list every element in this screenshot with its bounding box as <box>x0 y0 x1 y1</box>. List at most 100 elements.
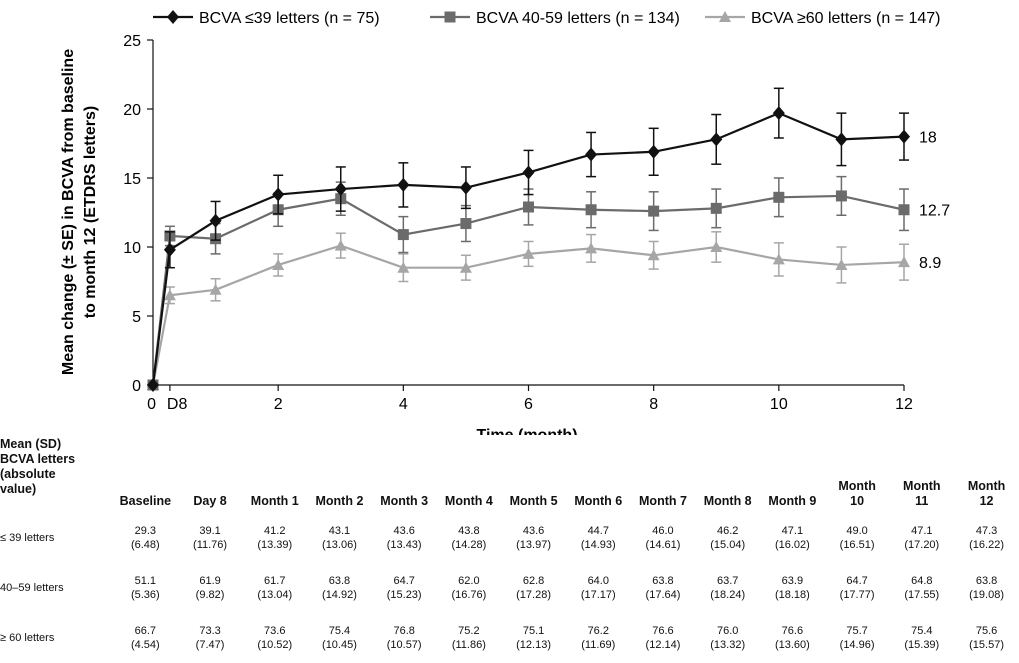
cell-mean: 62.8 <box>522 575 545 587</box>
legend-label: BCVA ≤39 letters (n = 75) <box>199 10 380 27</box>
cell-mean: 66.7 <box>134 625 157 637</box>
cell-sd: (14.93) <box>580 539 616 551</box>
legend-item: BCVA ≥60 letters (n = 147) <box>705 10 940 27</box>
column-header-line: Month 8 <box>703 494 752 508</box>
legend-item: BCVA ≤39 letters (n = 75) <box>153 10 380 27</box>
cell-sd: (17.77) <box>839 589 875 601</box>
cell-mean: 63.7 <box>716 575 739 587</box>
cell-sd: (4.54) <box>130 639 160 651</box>
row-header-line: Mean (SD) <box>0 437 62 451</box>
table-cell: 61.9 (9.82) <box>178 563 243 613</box>
column-header-line: Month 2 <box>315 494 364 508</box>
x-tick-label: 12 <box>895 396 913 413</box>
series-group: 8.9 <box>147 231 941 390</box>
table-cell: 49.0 (16.51) <box>825 513 890 563</box>
diamond-marker <box>710 132 723 147</box>
table-row-header: Mean (SD) BCVA letters (absolute value) <box>0 435 113 513</box>
column-header-line: 11 <box>915 494 929 508</box>
cell-sd: (16.51) <box>839 539 875 551</box>
cell-sd: (17.64) <box>645 589 681 601</box>
cell-mean: 43.8 <box>458 525 480 537</box>
column-header-line: Baseline <box>119 494 172 508</box>
table-cell: 75.4 (10.45) <box>307 613 372 663</box>
cell-mean: 43.6 <box>393 525 415 537</box>
cell-mean: 49.0 <box>846 525 868 537</box>
table-cell: 63.8 (19.08) <box>954 563 1019 613</box>
cell-mean: 64.0 <box>587 575 609 587</box>
square-marker <box>460 218 472 230</box>
table-cell: 39.1 (11.76) <box>178 513 243 563</box>
end-value-label: 18 <box>919 130 937 147</box>
diamond-marker <box>772 106 785 121</box>
cell-mean: 47.1 <box>911 525 933 537</box>
legend-label: BCVA ≥60 letters (n = 147) <box>751 10 940 27</box>
cell-mean: 46.0 <box>652 525 674 537</box>
cell-mean: 75.2 <box>458 625 480 637</box>
row-label: 40–59 letters <box>0 582 64 594</box>
legend-label: BCVA 40-59 letters (n = 134) <box>476 10 680 27</box>
table-cell: 75.1 (12.13) <box>501 613 566 663</box>
series-group: 18 <box>147 87 937 392</box>
column-header: Month 10 <box>825 435 890 513</box>
square-marker <box>835 190 847 202</box>
diamond-marker <box>163 242 176 257</box>
cell-mean: 75.7 <box>846 625 868 637</box>
cell-sd: (15.39) <box>904 639 940 651</box>
triangle-marker <box>334 239 347 251</box>
column-header-line: Month 5 <box>509 494 558 508</box>
cell-sd: (10.52) <box>257 639 293 651</box>
table-cell: 41.2 (13.39) <box>242 513 307 563</box>
column-header: Month 8 <box>695 435 760 513</box>
line-chart: BCVA ≤39 letters (n = 75) BCVA 40-59 lett… <box>60 10 950 435</box>
triangle-marker <box>772 253 785 265</box>
cell-mean: 44.7 <box>587 525 609 537</box>
cell-mean: 76.0 <box>716 625 739 637</box>
table-cell: 63.9 (18.18) <box>760 563 825 613</box>
cell-mean: 61.7 <box>264 575 286 587</box>
square-marker <box>710 202 722 214</box>
y-tick-label: 20 <box>123 102 141 119</box>
diamond-marker <box>272 187 285 202</box>
cell-mean: 47.1 <box>781 525 804 537</box>
table-cell: 64.7 (15.23) <box>372 563 437 613</box>
x-tick-label: D8 <box>167 396 188 413</box>
triangle-marker <box>835 258 848 270</box>
column-header: Month 1 <box>242 435 307 513</box>
y-tick-label: 10 <box>123 240 141 257</box>
cell-sd: (13.43) <box>386 539 422 551</box>
column-header-line: Month 7 <box>639 494 687 508</box>
series-line <box>151 111 905 386</box>
square-marker <box>648 205 660 217</box>
table-cell: 46.0 (14.61) <box>631 513 696 563</box>
table-cell: 64.7 (17.77) <box>825 563 890 613</box>
column-header-line: Month <box>903 479 941 493</box>
cell-mean: 75.4 <box>911 625 933 637</box>
x-tick-label: 0 <box>147 396 156 413</box>
cell-sd: (7.47) <box>195 639 225 651</box>
cell-sd: (14.28) <box>451 539 487 551</box>
cell-mean: 64.7 <box>393 575 415 587</box>
cell-sd: (17.55) <box>904 589 940 601</box>
table-cell: 64.8 (17.55) <box>889 563 954 613</box>
column-header-line: Month 6 <box>574 494 623 508</box>
series-line <box>151 194 905 386</box>
cell-sd: (14.96) <box>839 639 875 651</box>
x-tick-label: 4 <box>399 396 408 413</box>
cell-sd: (14.61) <box>645 539 681 551</box>
cell-mean: 75.6 <box>975 625 998 637</box>
diamond-marker <box>835 132 848 147</box>
column-header: Month 11 <box>889 435 954 513</box>
row-header-line: BCVA letters <box>0 452 76 466</box>
end-value-label: 8.9 <box>919 255 941 272</box>
column-header-line: 12 <box>979 494 994 508</box>
table-row: 40–59 letters 51.1 (5.36) 61.9 (9.82) 61.7 (13… <box>0 563 1019 613</box>
cell-sd: (13.32) <box>710 639 746 651</box>
cell-sd: (18.24) <box>710 589 746 601</box>
cell-sd: (13.04) <box>257 589 293 601</box>
x-tick-label: 2 <box>274 396 283 413</box>
table-cell: 51.1 (5.36) <box>113 563 178 613</box>
row-label: ≤ 39 letters <box>0 532 55 544</box>
triangle-marker <box>272 258 285 270</box>
triangle-marker <box>719 11 731 22</box>
cell-sd: (12.14) <box>645 639 681 651</box>
